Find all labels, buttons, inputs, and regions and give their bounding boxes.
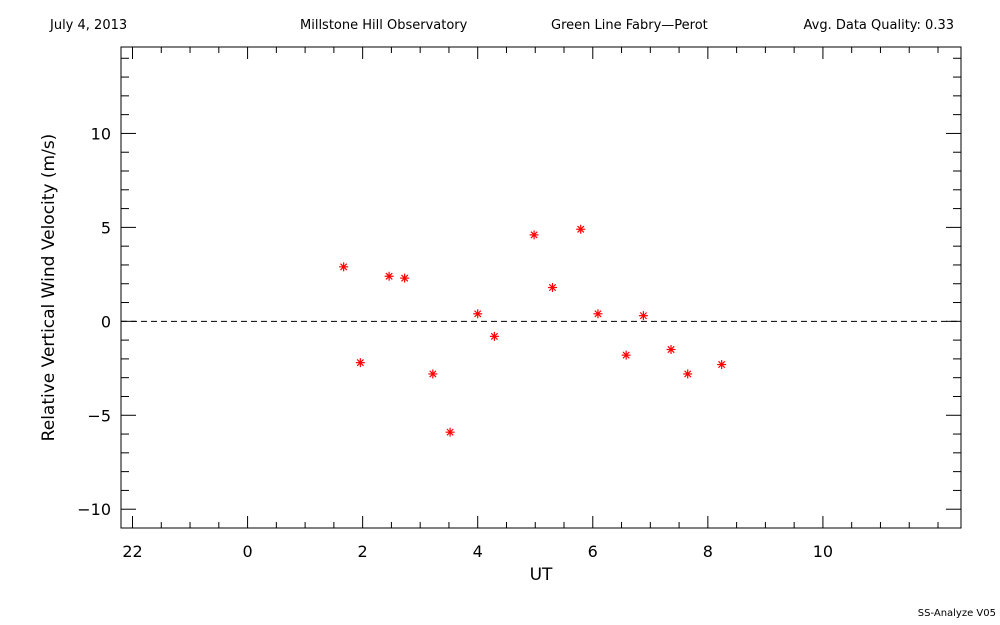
- x-axis-label: UT: [530, 565, 553, 585]
- data-point: [384, 271, 394, 281]
- x-tick-label: 2: [358, 542, 368, 561]
- data-point: [428, 369, 438, 379]
- y-tick-label: 10: [91, 124, 111, 143]
- data-point: [400, 273, 410, 283]
- data-point: [683, 369, 693, 379]
- header-observatory: Millstone Hill Observatory: [300, 18, 468, 33]
- data-point: [717, 360, 727, 370]
- data-point: [576, 224, 586, 234]
- data-point: [355, 358, 365, 368]
- x-tick-label: 6: [588, 542, 598, 561]
- x-tick-label: 0: [242, 542, 252, 561]
- x-tick-label: 8: [703, 542, 713, 561]
- header-data-quality: Avg. Data Quality: 0.33: [803, 18, 954, 33]
- y-tick-label: −10: [77, 500, 111, 519]
- data-point: [473, 309, 483, 319]
- x-tick-label: 4: [473, 542, 483, 561]
- x-tick-label: 10: [813, 542, 833, 561]
- plot-frame: [120, 46, 962, 529]
- y-tick-label: 5: [101, 218, 111, 237]
- data-point: [666, 345, 676, 355]
- y-tick-label: 0: [101, 312, 111, 331]
- axis-ticks: [121, 47, 961, 529]
- data-point: [548, 283, 558, 292]
- data-point: [638, 311, 648, 321]
- header-date: July 4, 2013: [50, 18, 128, 33]
- tick-labels: 22 0 2 4 6 8 10 −10 −5 0 5 10: [77, 124, 833, 561]
- data-point: [529, 230, 539, 240]
- footer-version: SS-Analyze V05: [917, 608, 996, 619]
- y-axis-label: Relative Vertical Wind Velocity (m/s): [39, 134, 59, 442]
- header-instrument: Green Line Fabry—Perot: [551, 18, 708, 33]
- data-point: [445, 427, 455, 437]
- y-tick-label: −5: [87, 406, 111, 425]
- x-tick-label: 22: [122, 542, 142, 561]
- data-point: [339, 262, 349, 272]
- data-point: [489, 331, 499, 341]
- data-point: [593, 309, 603, 319]
- data-points: [339, 224, 727, 437]
- data-point: [621, 350, 631, 360]
